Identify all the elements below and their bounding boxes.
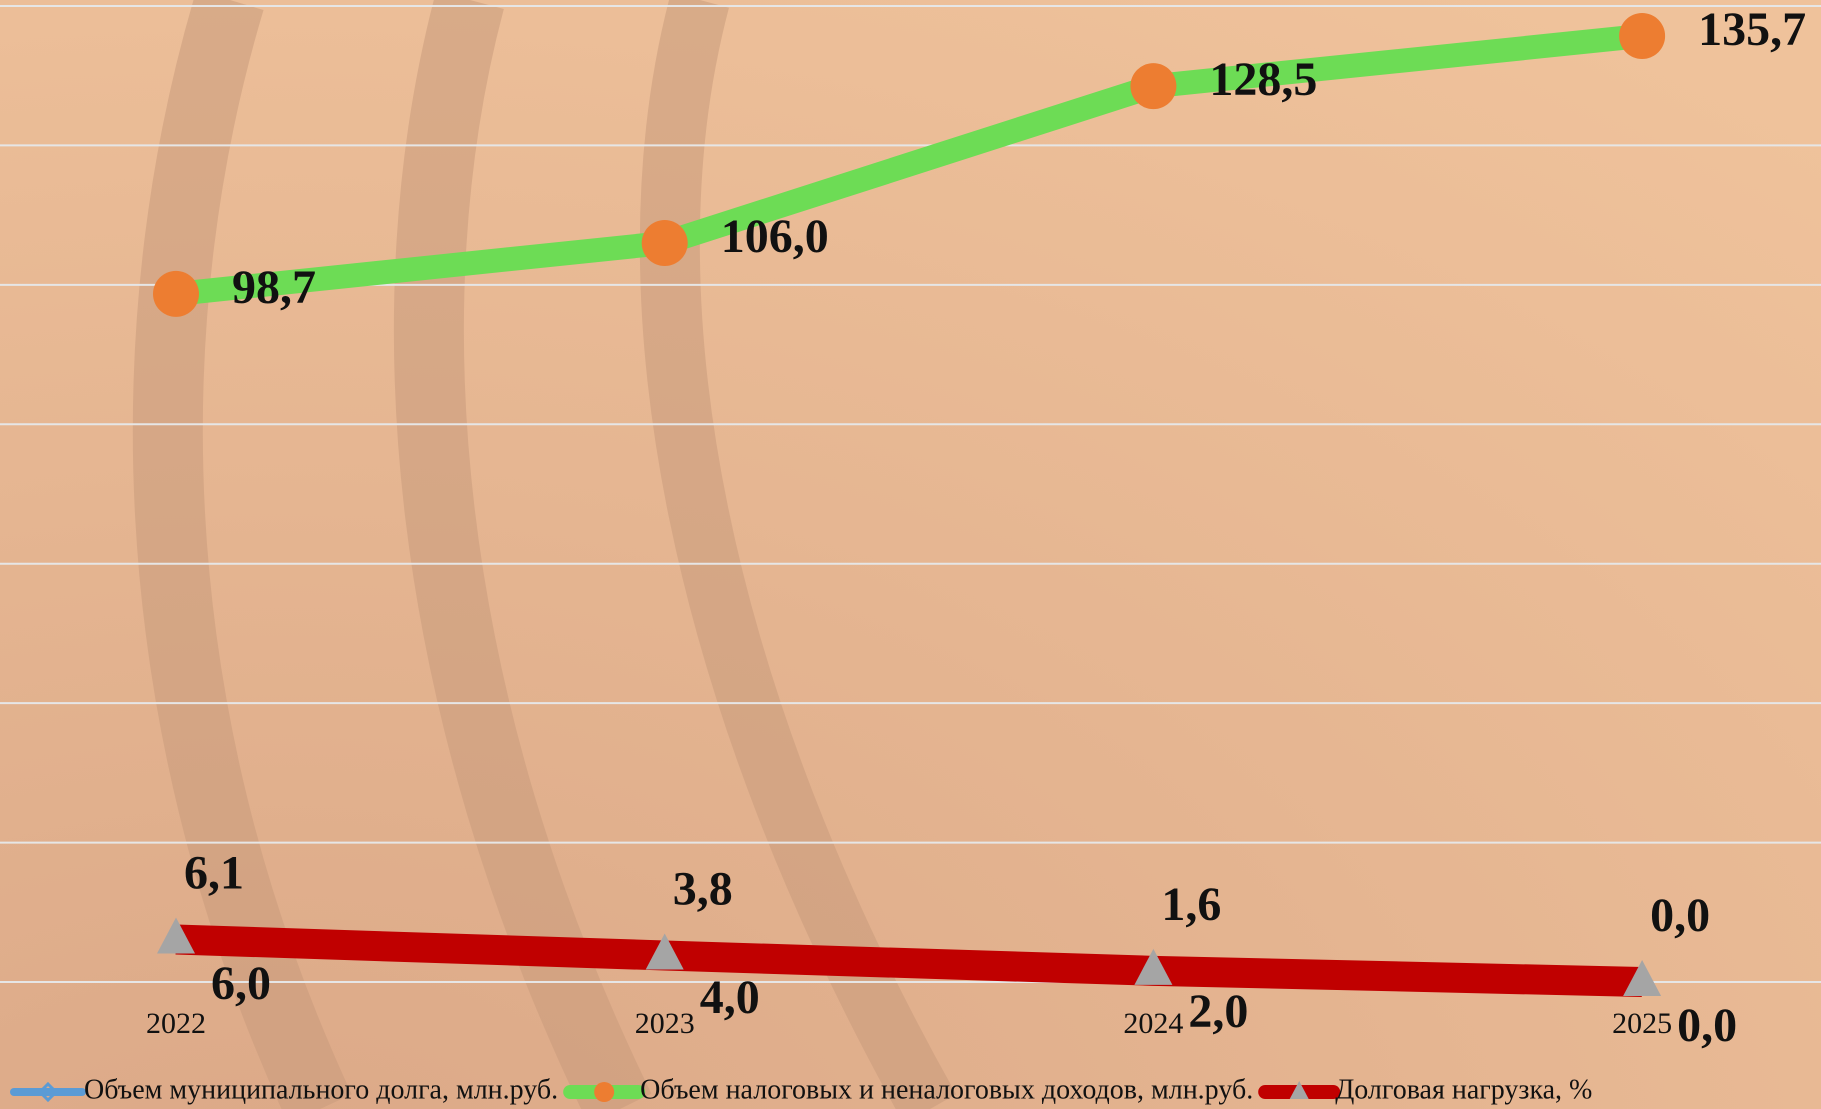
- data-point: [157, 917, 195, 954]
- x-tick-label: 2023: [635, 1007, 695, 1040]
- legend-label: Долговая нагрузка, %: [1335, 1074, 1592, 1105]
- data-label: 98,7: [232, 261, 316, 314]
- data-label: 106,0: [721, 210, 829, 263]
- data-label: 0,0: [1677, 999, 1737, 1052]
- x-tick-label: 2024: [1123, 1007, 1183, 1040]
- data-point: [153, 270, 199, 317]
- data-point: [1623, 960, 1662, 996]
- x-tick-label: 2025: [1612, 1007, 1672, 1040]
- data-label: 6,1: [184, 846, 244, 899]
- data-point: [641, 220, 688, 267]
- data-label: 4,0: [700, 971, 760, 1024]
- data-point: [1134, 948, 1173, 985]
- data-label: 6,0: [211, 957, 271, 1010]
- data-point: [1619, 12, 1666, 59]
- data-point: [645, 933, 684, 970]
- legend-label: Объем муниципального долга, млн.руб.: [84, 1074, 558, 1105]
- data-label: 135,7: [1698, 3, 1806, 56]
- data-label: 2,0: [1188, 985, 1248, 1038]
- series-line: [174, 24, 1644, 306]
- data-label: 128,5: [1209, 53, 1317, 106]
- series-line: [175, 924, 1643, 997]
- data-label: 1,6: [1161, 878, 1221, 931]
- legend-label: Объем налоговых и неналоговых доходов, м…: [640, 1074, 1253, 1105]
- data-point: [1130, 63, 1177, 110]
- x-tick-label: 2022: [146, 1007, 206, 1040]
- legend-marker: [594, 1082, 615, 1102]
- data-label: 3,8: [673, 863, 733, 916]
- data-label: 0,0: [1650, 889, 1710, 942]
- legend-marker: [1289, 1081, 1309, 1099]
- legend-marker: [37, 1081, 59, 1103]
